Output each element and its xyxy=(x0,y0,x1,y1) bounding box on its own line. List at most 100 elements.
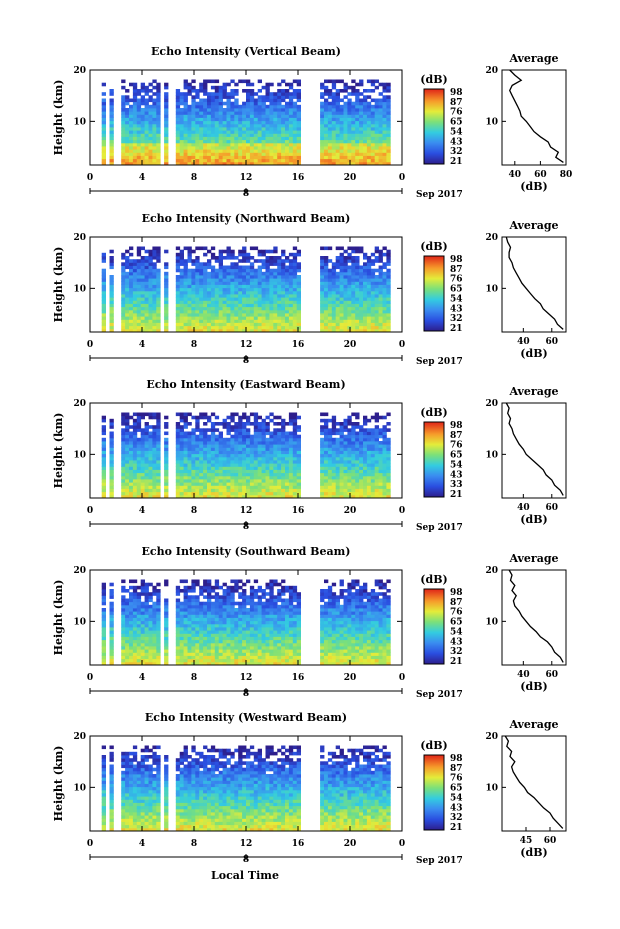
average-y-tick-label: 20 xyxy=(485,66,498,76)
colorbar-tick-label: 98 xyxy=(450,754,463,764)
x-tick-label: 4 xyxy=(139,340,145,350)
colorbar-tick-label: 65 xyxy=(450,784,463,794)
x-tick-label: 20 xyxy=(344,839,357,849)
colorbar-tick-label: 32 xyxy=(450,314,463,324)
x-tick-label: 0 xyxy=(399,506,405,516)
y-tick-label: 10 xyxy=(73,284,86,294)
colorbar-tick-label: 43 xyxy=(450,637,463,647)
date-tick-label: 8 xyxy=(243,189,249,199)
y-tick-label: 20 xyxy=(73,566,86,576)
average-x-tick-label: 80 xyxy=(560,170,573,180)
y-tick-label: 20 xyxy=(73,399,86,409)
average-profile-line xyxy=(508,69,564,163)
average-x-tick-label: 40 xyxy=(517,503,530,513)
panel-title: Echo Intensity (Eastward Beam) xyxy=(146,378,345,391)
colorbar-label: (dB) xyxy=(420,406,447,419)
colorbar-tick-label: 33 xyxy=(450,480,463,490)
y-axis-label: Height (km) xyxy=(52,580,65,656)
x-tick-label: 4 xyxy=(139,839,145,849)
average-x-label: (dB) xyxy=(520,680,547,693)
panel-3: Echo Intensity (Eastward Beam) 0 4 8 12 16 20 0… xyxy=(52,378,567,533)
x-tick-label: 20 xyxy=(344,673,357,683)
average-x-label: (dB) xyxy=(520,513,547,526)
average-y-tick-label: 20 xyxy=(485,732,498,742)
date-tick-label: 8 xyxy=(243,689,249,699)
average-frame xyxy=(501,402,567,499)
date-tick-label: 8 xyxy=(243,356,249,366)
colorbar-tick-label: 21 xyxy=(450,823,463,833)
x-tick-label: 8 xyxy=(191,340,197,350)
x-tick-label: 16 xyxy=(292,839,305,849)
colorbar-tick-label: 32 xyxy=(450,147,463,157)
average-x-tick-label: 60 xyxy=(534,170,547,180)
colorbar xyxy=(423,588,445,665)
date-tick-label: 8 xyxy=(243,522,249,532)
y-axis-label: Height (km) xyxy=(52,746,65,822)
x-tick-label: 4 xyxy=(139,506,145,516)
colorbar-tick-label: 54 xyxy=(450,460,463,470)
colorbar-label: (dB) xyxy=(420,73,447,86)
average-profile-line xyxy=(505,236,564,330)
average-frame xyxy=(501,236,567,333)
average-y-tick-label: 20 xyxy=(485,566,498,576)
colorbar-tick-label: 98 xyxy=(450,588,463,598)
x-tick-label: 12 xyxy=(240,173,253,183)
colorbar-label: (dB) xyxy=(420,573,447,586)
colorbar-tick-label: 43 xyxy=(450,803,463,813)
colorbar-tick-label: 43 xyxy=(450,137,463,147)
colorbar-tick-label: 65 xyxy=(450,618,463,628)
average-x-label: (dB) xyxy=(520,347,547,360)
colorbar-tick-label: 43 xyxy=(450,304,463,314)
colorbar-tick-label: 65 xyxy=(450,285,463,295)
colorbar-tick-label: 21 xyxy=(450,490,463,500)
x-tick-label: 16 xyxy=(292,506,305,516)
date-label: Sep 2017 xyxy=(416,856,463,866)
colorbar-tick-label: 87 xyxy=(450,98,463,108)
colorbar-tick-label: 87 xyxy=(450,598,463,608)
colorbar xyxy=(423,255,445,332)
y-tick-label: 10 xyxy=(73,783,86,793)
average-x-label: (dB) xyxy=(520,846,547,859)
colorbar-tick-label: 54 xyxy=(450,793,463,803)
average-frame xyxy=(501,735,567,832)
colorbar-tick-label: 32 xyxy=(450,647,463,657)
colorbar-label: (dB) xyxy=(420,739,447,752)
x-tick-label: 0 xyxy=(87,506,93,516)
y-tick-label: 20 xyxy=(73,233,86,243)
average-title: Average xyxy=(508,385,558,398)
x-tick-label: 0 xyxy=(87,839,93,849)
date-tick-label: 8 xyxy=(243,855,249,865)
colorbar-tick-label: 98 xyxy=(450,88,463,98)
panel-4: Echo Intensity (Southward Beam) 0 4 8 12 16 20… xyxy=(52,545,567,700)
colorbar-tick-label: 65 xyxy=(450,118,463,128)
average-y-tick-label: 10 xyxy=(485,284,498,294)
y-axis-label: Height (km) xyxy=(52,80,65,156)
panel-title: Echo Intensity (Southward Beam) xyxy=(142,545,351,558)
date-label: Sep 2017 xyxy=(416,523,463,533)
colorbar-tick-label: 21 xyxy=(450,657,463,667)
average-y-tick-label: 20 xyxy=(485,233,498,243)
average-x-tick-label: 60 xyxy=(546,670,559,680)
colorbar-tick-label: 76 xyxy=(450,608,463,618)
average-x-tick-label: 40 xyxy=(517,337,530,347)
average-title: Average xyxy=(508,552,558,565)
average-frame xyxy=(501,69,567,166)
colorbar-tick-label: 65 xyxy=(450,451,463,461)
average-title: Average xyxy=(508,219,558,232)
x-tick-label: 8 xyxy=(191,839,197,849)
y-tick-label: 20 xyxy=(73,732,86,742)
average-x-tick-label: 60 xyxy=(546,503,559,513)
panel-1: Echo Intensity (Vertical Beam) 0 4 8 12 16 20 0… xyxy=(52,45,572,200)
x-tick-label: 0 xyxy=(399,173,405,183)
average-y-tick-label: 10 xyxy=(485,783,498,793)
x-tick-label: 4 xyxy=(139,673,145,683)
x-tick-label: 12 xyxy=(240,506,253,516)
average-profile-line xyxy=(508,569,564,663)
x-tick-label: 0 xyxy=(87,173,93,183)
x-tick-label: 4 xyxy=(139,173,145,183)
heatmap-cells xyxy=(101,246,391,333)
average-x-tick-label: 60 xyxy=(544,836,557,846)
x-tick-label: 12 xyxy=(240,340,253,350)
colorbar-tick-label: 32 xyxy=(450,813,463,823)
x-tick-label: 0 xyxy=(87,340,93,350)
